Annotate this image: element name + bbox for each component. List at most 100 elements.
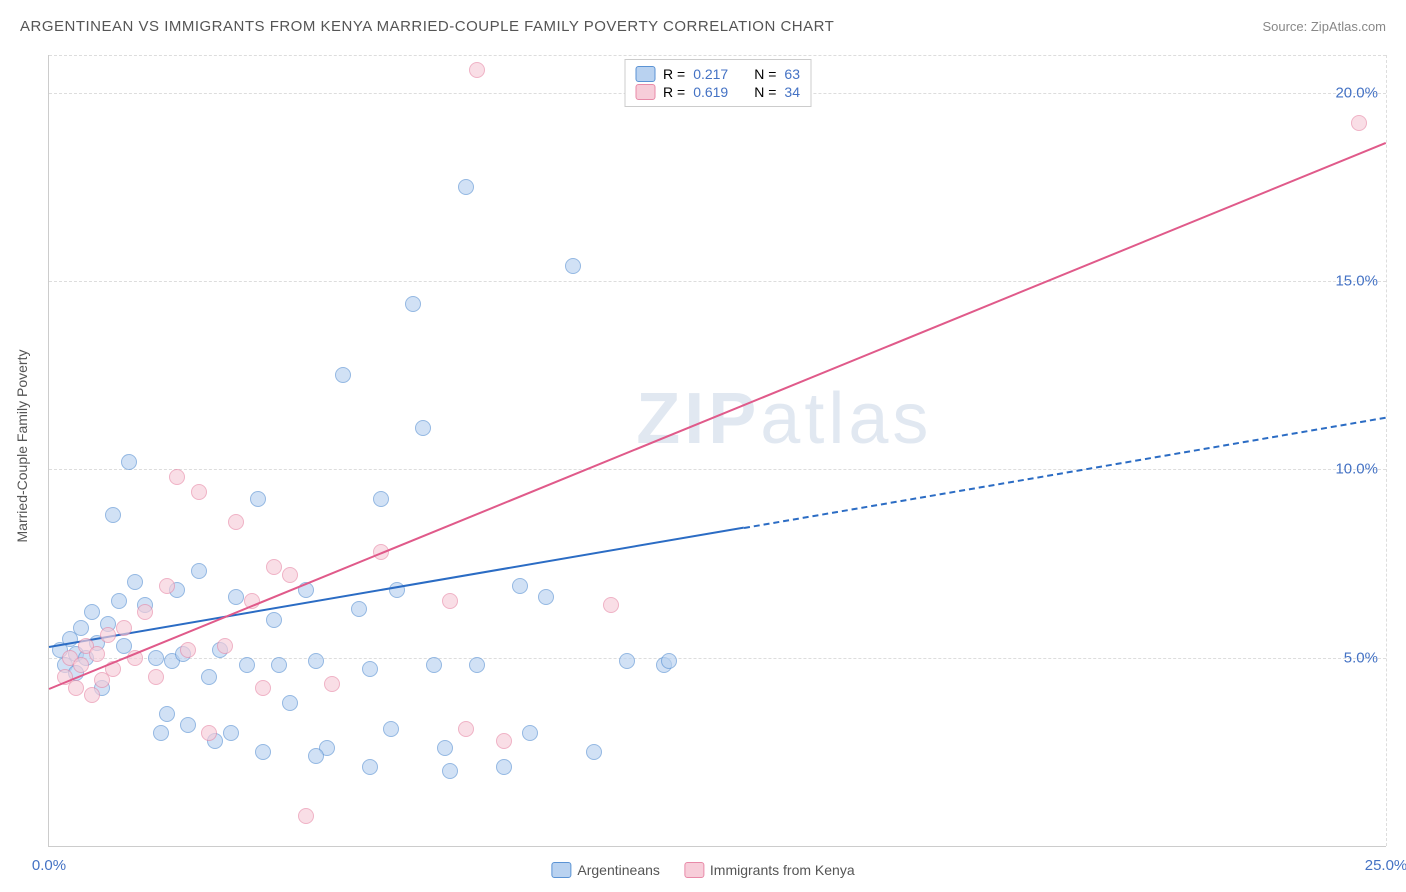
scatter-point (228, 514, 244, 530)
n-label: N = (754, 66, 776, 82)
scatter-point (180, 717, 196, 733)
scatter-point (298, 808, 314, 824)
scatter-point (324, 676, 340, 692)
scatter-point (105, 507, 121, 523)
gridline-h (49, 281, 1386, 282)
scatter-point (522, 725, 538, 741)
y-tick-label: 10.0% (1335, 461, 1378, 478)
watermark: ZIPatlas (636, 378, 932, 460)
scatter-point (121, 454, 137, 470)
scatter-point (137, 604, 153, 620)
scatter-point (362, 759, 378, 775)
scatter-point (111, 593, 127, 609)
legend-swatch (635, 66, 655, 82)
legend-label: Immigrants from Kenya (710, 862, 855, 878)
r-value: 0.619 (693, 84, 728, 100)
scatter-point (159, 578, 175, 594)
scatter-point (153, 725, 169, 741)
scatter-point (1351, 115, 1367, 131)
r-label: R = (663, 66, 685, 82)
legend-swatch (684, 862, 704, 878)
scatter-point (127, 574, 143, 590)
scatter-point (180, 642, 196, 658)
n-value: 63 (784, 66, 800, 82)
scatter-point (538, 589, 554, 605)
scatter-point (191, 563, 207, 579)
series-legend: Argentineans Immigrants from Kenya (551, 862, 854, 878)
scatter-point (383, 721, 399, 737)
scatter-point (201, 725, 217, 741)
scatter-point (458, 721, 474, 737)
scatter-point (512, 578, 528, 594)
scatter-point (266, 612, 282, 628)
scatter-point (239, 657, 255, 673)
scatter-point (496, 733, 512, 749)
y-tick-label: 15.0% (1335, 273, 1378, 290)
n-label: N = (754, 84, 776, 100)
scatter-point (282, 567, 298, 583)
scatter-point (308, 748, 324, 764)
scatter-point (469, 62, 485, 78)
gridline-h (49, 469, 1386, 470)
scatter-point (426, 657, 442, 673)
scatter-point (437, 740, 453, 756)
scatter-point (661, 653, 677, 669)
scatter-point (250, 491, 266, 507)
scatter-point (228, 589, 244, 605)
scatter-point (255, 744, 271, 760)
chart-plot-area: R = 0.217 N = 63R = 0.619 N = 34 ZIPatlas 5.0%… (48, 55, 1386, 847)
source-label: Source: ZipAtlas.com (1262, 19, 1386, 34)
watermark-light: atlas (760, 379, 932, 459)
n-value: 34 (784, 84, 800, 100)
scatter-point (266, 559, 282, 575)
scatter-point (415, 420, 431, 436)
y-tick-label: 20.0% (1335, 84, 1378, 101)
x-tick-label: 0.0% (32, 857, 66, 874)
legend-stat-row: R =0.619N =34 (635, 84, 800, 100)
scatter-point (282, 695, 298, 711)
stats-legend: R = 0.217 N = 63R = 0.619 N = 34 (624, 59, 811, 107)
scatter-point (223, 725, 239, 741)
scatter-point (442, 593, 458, 609)
scatter-point (619, 653, 635, 669)
legend-item: Immigrants from Kenya (684, 862, 855, 878)
x-tick-label: 25.0% (1365, 857, 1406, 874)
scatter-point (217, 638, 233, 654)
trend-line (744, 417, 1386, 529)
scatter-point (84, 687, 100, 703)
scatter-point (148, 650, 164, 666)
r-value: 0.217 (693, 66, 728, 82)
scatter-point (362, 661, 378, 677)
scatter-point (169, 469, 185, 485)
scatter-point (159, 706, 175, 722)
chart-title: ARGENTINEAN VS IMMIGRANTS FROM KENYA MAR… (20, 18, 834, 35)
legend-item: Argentineans (551, 862, 660, 878)
scatter-point (405, 296, 421, 312)
legend-stat-row: R = 0.217 N = 63 (635, 66, 800, 82)
watermark-bold: ZIP (636, 379, 760, 459)
scatter-point (458, 179, 474, 195)
y-axis-label: Married-Couple Family Poverty (14, 350, 30, 543)
scatter-point (73, 657, 89, 673)
scatter-point (89, 646, 105, 662)
scatter-point (496, 759, 512, 775)
scatter-point (586, 744, 602, 760)
scatter-point (84, 604, 100, 620)
scatter-point (201, 669, 217, 685)
gridline-v (1386, 55, 1387, 846)
scatter-point (351, 601, 367, 617)
y-tick-label: 5.0% (1344, 649, 1378, 666)
scatter-point (116, 620, 132, 636)
scatter-point (469, 657, 485, 673)
scatter-point (191, 484, 207, 500)
scatter-point (335, 367, 351, 383)
scatter-point (373, 491, 389, 507)
trend-line (49, 142, 1387, 690)
legend-swatch (551, 862, 571, 878)
scatter-point (271, 657, 287, 673)
scatter-point (73, 620, 89, 636)
legend-swatch (635, 84, 655, 100)
scatter-point (308, 653, 324, 669)
scatter-point (255, 680, 271, 696)
scatter-point (68, 680, 84, 696)
